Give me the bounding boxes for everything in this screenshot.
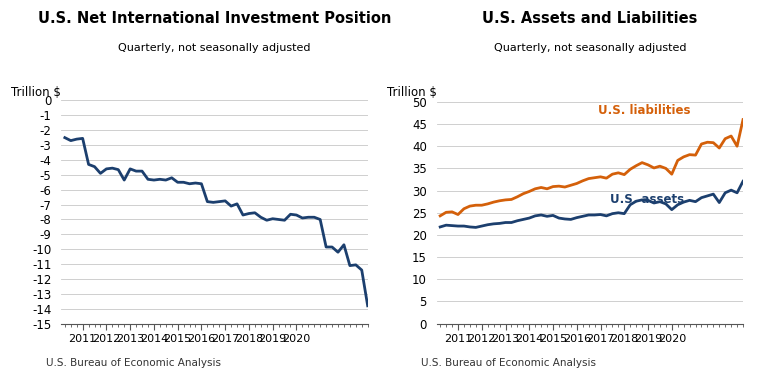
Text: U.S. liabilities: U.S. liabilities bbox=[598, 105, 691, 118]
Text: Trillion $: Trillion $ bbox=[387, 86, 437, 99]
Text: U.S. assets: U.S. assets bbox=[610, 193, 683, 206]
Text: Quarterly, not seasonally adjusted: Quarterly, not seasonally adjusted bbox=[118, 43, 311, 53]
Text: U.S. Bureau of Economic Analysis: U.S. Bureau of Economic Analysis bbox=[46, 358, 221, 368]
Text: Quarterly, not seasonally adjusted: Quarterly, not seasonally adjusted bbox=[493, 43, 686, 53]
Text: U.S. Bureau of Economic Analysis: U.S. Bureau of Economic Analysis bbox=[421, 358, 596, 368]
Text: Trillion $: Trillion $ bbox=[11, 86, 61, 99]
Text: U.S. Assets and Liabilities: U.S. Assets and Liabilities bbox=[482, 11, 698, 26]
Text: U.S. Net International Investment Position: U.S. Net International Investment Positi… bbox=[38, 11, 391, 26]
